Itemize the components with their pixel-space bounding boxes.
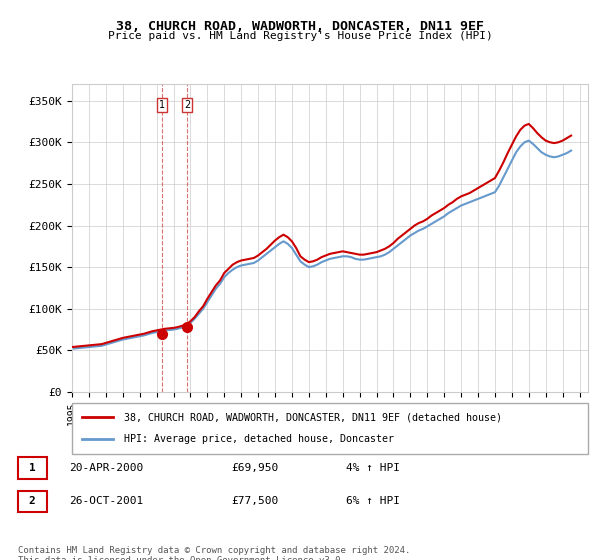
- Text: 20-APR-2000: 20-APR-2000: [70, 463, 144, 473]
- Text: 38, CHURCH ROAD, WADWORTH, DONCASTER, DN11 9EF (detached house): 38, CHURCH ROAD, WADWORTH, DONCASTER, DN…: [124, 412, 502, 422]
- Text: 38, CHURCH ROAD, WADWORTH, DONCASTER, DN11 9EF: 38, CHURCH ROAD, WADWORTH, DONCASTER, DN…: [116, 20, 484, 32]
- FancyBboxPatch shape: [18, 457, 47, 479]
- Text: £69,950: £69,950: [231, 463, 278, 473]
- Text: 1: 1: [158, 100, 165, 110]
- Text: Price paid vs. HM Land Registry's House Price Index (HPI): Price paid vs. HM Land Registry's House …: [107, 31, 493, 41]
- Text: 4% ↑ HPI: 4% ↑ HPI: [346, 463, 400, 473]
- FancyBboxPatch shape: [18, 491, 47, 512]
- Text: 26-OCT-2001: 26-OCT-2001: [70, 497, 144, 506]
- Text: HPI: Average price, detached house, Doncaster: HPI: Average price, detached house, Donc…: [124, 435, 394, 445]
- Text: 1: 1: [29, 463, 35, 473]
- Text: 2: 2: [29, 497, 35, 506]
- Text: 6% ↑ HPI: 6% ↑ HPI: [346, 497, 400, 506]
- Text: Contains HM Land Registry data © Crown copyright and database right 2024.
This d: Contains HM Land Registry data © Crown c…: [18, 546, 410, 560]
- Text: 2: 2: [184, 100, 191, 110]
- Text: £77,500: £77,500: [231, 497, 278, 506]
- FancyBboxPatch shape: [72, 403, 588, 454]
